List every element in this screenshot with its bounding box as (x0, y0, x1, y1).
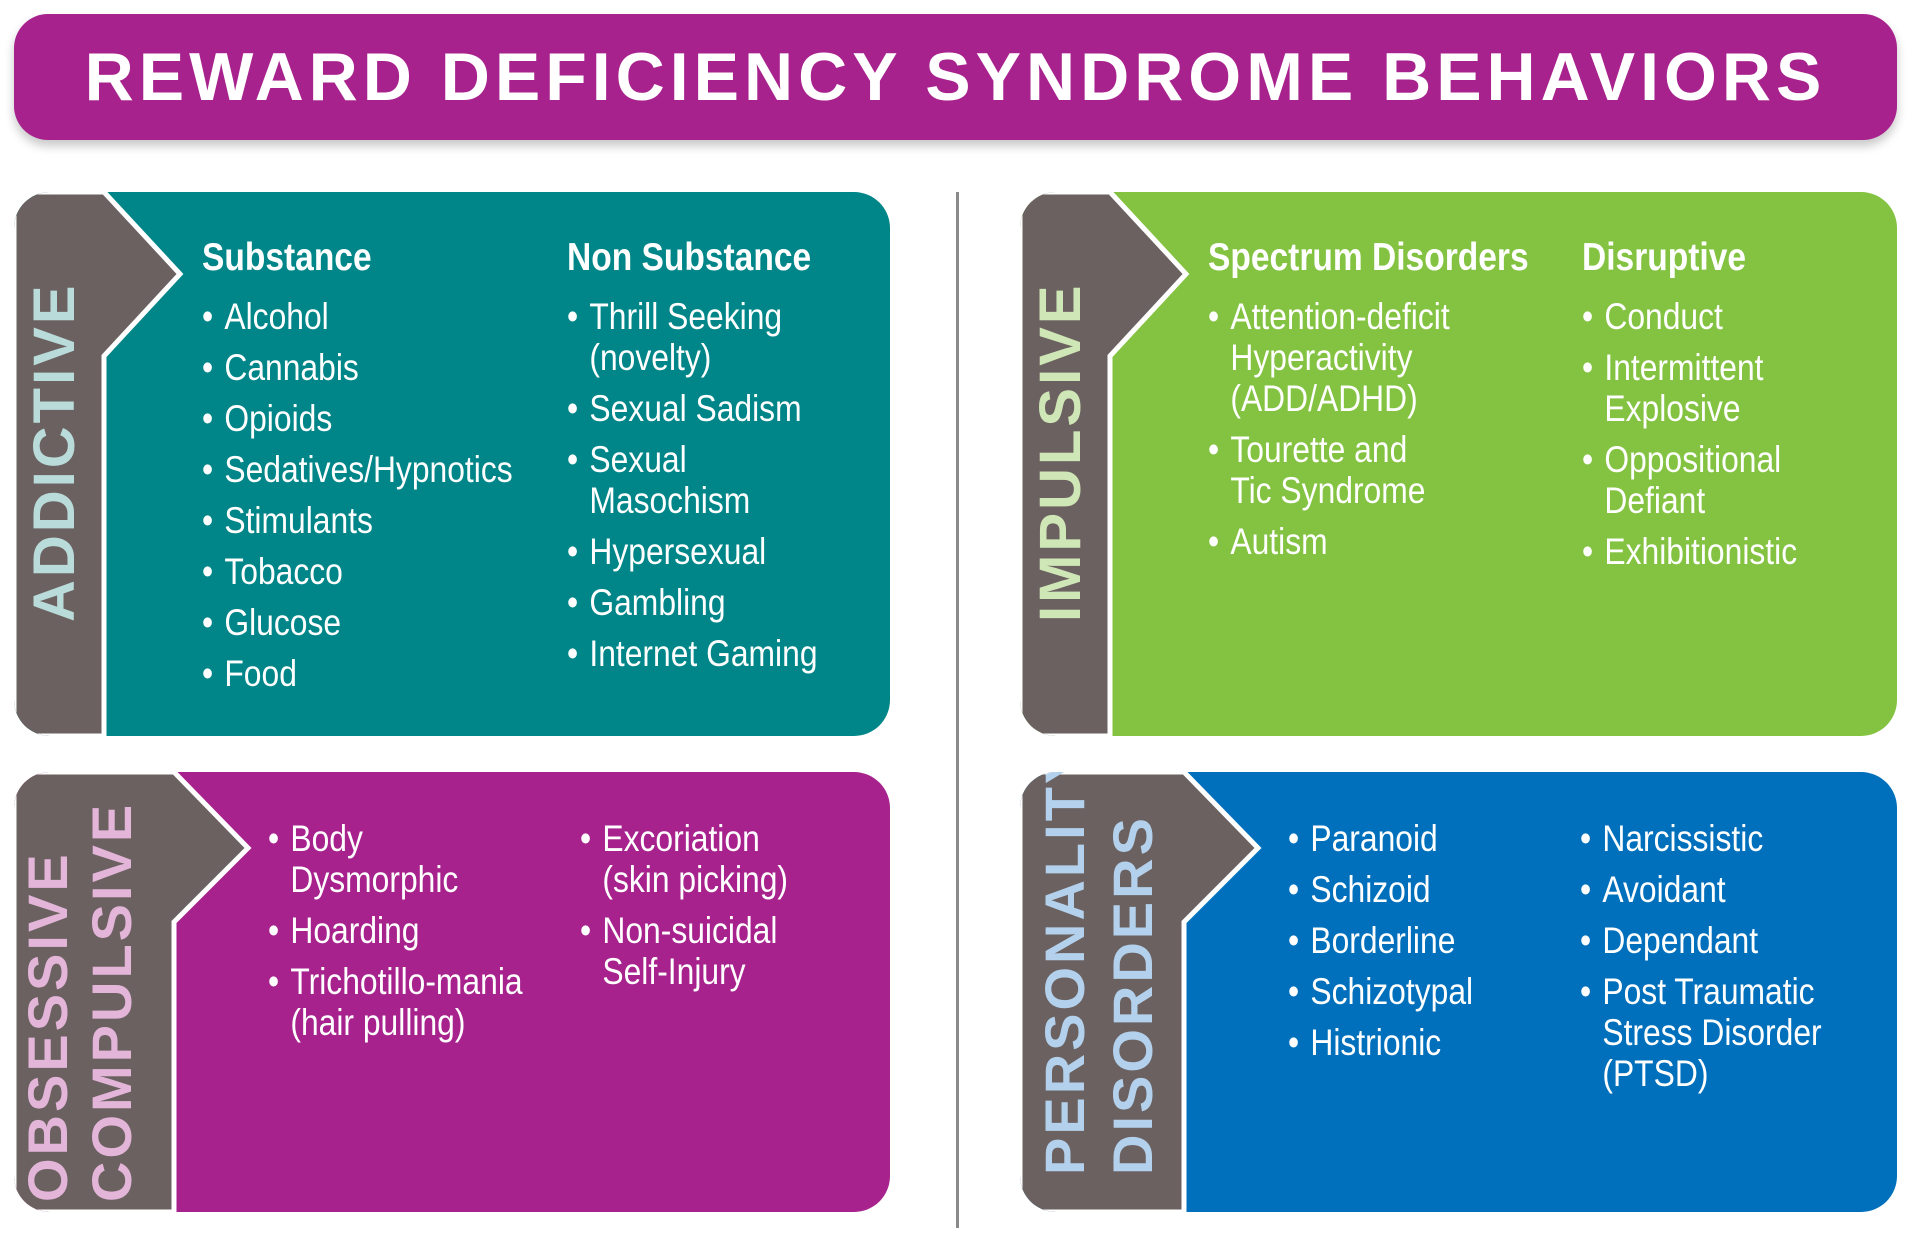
impulsive-tab-shape (1020, 192, 1190, 736)
personality-column-1: Paranoid Schizoid Borderline Schizotypal His… (1288, 818, 1578, 1073)
list-item: Hypersexual (567, 531, 842, 572)
list-item: Schizoid (1288, 869, 1537, 910)
list-item: Non-suicidal Self-Injury (580, 910, 838, 992)
list-item: Narcissistic (1580, 818, 1847, 859)
disorders-label-line: DISORDERS (1101, 815, 1164, 1175)
list-item: Sexual Sadism (567, 388, 842, 429)
page-title: REWARD DEFICIENCY SYNDROME BEHAVIORS (84, 39, 1827, 115)
list-item: Sexual Masochism (567, 439, 842, 521)
impulsive-panel: IMPULSIVE Spectrum Disorders Attention-d… (1020, 192, 1897, 736)
non-substance-list: Thrill Seeking (novelty) Sexual Sadism Sex… (567, 296, 887, 674)
list-item: Excoriation (skin picking) (580, 818, 838, 900)
list-item: Tobacco (202, 551, 477, 592)
personality-disorders-tab-shape (1020, 772, 1262, 1212)
disruptive-list: Conduct Intermittent Explosive Oppositiona… (1582, 296, 1882, 572)
list-item: Post Traumatic Stress Disorder (PTSD) (1580, 971, 1847, 1094)
list-item: Schizotypal (1288, 971, 1537, 1012)
obsessive-list-1: Body Dysmorphic Hoarding Trichotillo-mania… (268, 818, 568, 1043)
list-item: Stimulants (202, 500, 477, 541)
list-item: Cannabis (202, 347, 477, 388)
list-item: Attention-deficit Hyperactivity (ADD/ADH… (1208, 296, 1509, 419)
list-item: Conduct (1582, 296, 1840, 337)
list-item: Alcohol (202, 296, 477, 337)
list-item: Gambling (567, 582, 842, 623)
substance-heading: Substance (202, 236, 372, 279)
non-substance-heading: Non Substance (567, 236, 812, 279)
personality-disorders-label: PERSONALITY DISORDERS (1031, 772, 1171, 1175)
personality-column-2: Narcissistic Avoidant Dependant Post Trauma… (1580, 818, 1890, 1104)
addictive-panel: ADDICTIVE Substance Alcohol Cannabis Opioi… (14, 192, 890, 736)
list-item: Exhibitionistic (1582, 531, 1840, 572)
list-item: Autism (1208, 521, 1509, 562)
list-item: Borderline (1288, 920, 1537, 961)
list-item: Tourette and Tic Syndrome (1208, 429, 1509, 511)
list-item: Intermittent Explosive (1582, 347, 1840, 429)
addictive-label-line: ADDICTIVE (22, 282, 87, 622)
non-substance-column: Non Substance Thrill Seeking (novelty) Se… (567, 236, 887, 684)
obsessive-column-2: Excoriation (skin picking) Non-suicidal S… (580, 818, 880, 1002)
spectrum-list: Attention-deficit Hyperactivity (ADD/ADH… (1208, 296, 1558, 562)
list-item: Paranoid (1288, 818, 1537, 859)
impulsive-label: IMPULSIVE (1028, 282, 1093, 622)
list-item: Body Dysmorphic (268, 818, 526, 900)
list-item: Dependant (1580, 920, 1847, 961)
list-item: Glucose (202, 602, 477, 643)
list-item: Oppositional Defiant (1582, 439, 1840, 521)
list-item: Hoarding (268, 910, 526, 951)
list-item: Sedatives/Hypnotics (202, 449, 513, 490)
obsessive-compulsive-tab-shape (14, 772, 252, 1212)
personality-list-1: Paranoid Schizoid Borderline Schizotypal His… (1288, 818, 1578, 1063)
obsessive-compulsive-panel: OBSESSIVE COMPULSIVE Body Dysmorphic Hoar… (14, 772, 890, 1212)
spectrum-column: Spectrum Disorders Attention-deficit Hyp… (1208, 236, 1558, 572)
personality-disorders-panel: PERSONALITY DISORDERS Paranoid Schizoid Bo… (1020, 772, 1897, 1212)
center-divider (956, 192, 959, 1228)
personality-label-line: PERSONALITY (1033, 772, 1096, 1175)
personality-list-2: Narcissistic Avoidant Dependant Post Trauma… (1580, 818, 1890, 1094)
compulsive-label-line: COMPULSIVE (80, 801, 143, 1202)
title-banner: REWARD DEFICIENCY SYNDROME BEHAVIORS (14, 14, 1897, 140)
substance-column: Substance Alcohol Cannabis Opioids Sedative… (202, 236, 522, 704)
disruptive-heading: Disruptive (1582, 236, 1747, 279)
list-item: Internet Gaming (567, 633, 842, 674)
substance-list: Alcohol Cannabis Opioids Sedatives/Hypnotic… (202, 296, 522, 694)
list-item: Avoidant (1580, 869, 1847, 910)
list-item: Histrionic (1288, 1022, 1537, 1063)
disruptive-column: Disruptive Conduct Intermittent Explosive… (1582, 236, 1882, 582)
list-item: Food (202, 653, 477, 694)
list-item: Thrill Seeking (novelty) (567, 296, 842, 378)
obsessive-list-2: Excoriation (skin picking) Non-suicidal S… (580, 818, 880, 992)
obsessive-column-1: Body Dysmorphic Hoarding Trichotillo-mania… (268, 818, 568, 1053)
addictive-label: ADDICTIVE (22, 282, 87, 622)
impulsive-label-line: IMPULSIVE (1028, 282, 1093, 622)
obsessive-compulsive-label: OBSESSIVE COMPULSIVE (16, 801, 156, 1202)
list-item: Opioids (202, 398, 477, 439)
list-item: Trichotillo-mania (hair pulling) (268, 961, 526, 1043)
addictive-tab-shape (14, 192, 184, 736)
spectrum-heading: Spectrum Disorders (1208, 236, 1529, 279)
obsessive-label-line: OBSESSIVE (16, 851, 79, 1202)
